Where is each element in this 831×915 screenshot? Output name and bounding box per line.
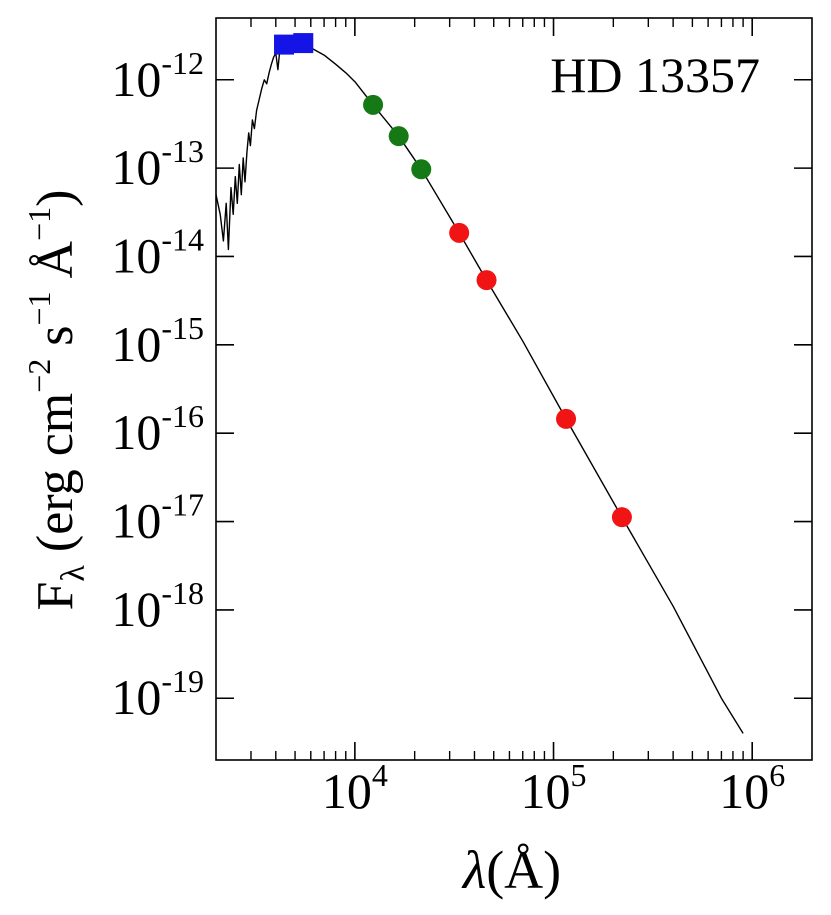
y-major-ticks xyxy=(216,78,812,700)
model-sed-curve xyxy=(216,42,744,734)
photometry-circle-point xyxy=(449,222,470,243)
x-tick-label: 105 xyxy=(521,757,587,819)
y-tick-label: 10-16 xyxy=(111,398,204,460)
photometry-circle-point xyxy=(388,126,409,147)
photometry-square-point xyxy=(293,33,314,54)
photometry-circle-point xyxy=(476,270,497,291)
y-axis-label: Fλ (erg cm−2 s−1 Å−1) xyxy=(21,189,92,610)
plot-frame xyxy=(215,17,813,761)
y-tick-label: 10-19 xyxy=(111,663,204,725)
photometry-circle-point xyxy=(556,408,577,429)
photometry-circle-point xyxy=(411,159,432,180)
x-tick-label: 106 xyxy=(719,757,785,819)
x-tick-label: 104 xyxy=(322,757,388,819)
x-major-ticks xyxy=(354,18,753,760)
y-tick-label: 10-15 xyxy=(111,310,204,372)
y-tick-label: 10-13 xyxy=(111,133,204,195)
y-tick-label: 10-14 xyxy=(111,221,204,283)
y-tick-label: 10-18 xyxy=(111,575,204,637)
y-tick-labels: 10-12 10-13 10-14 10-15 10-16 10-17 10-18 10-19 xyxy=(111,45,204,725)
x-minor-ticks xyxy=(250,18,744,760)
x-axis-label: λ(Å) xyxy=(461,840,561,900)
chart-title: HD 13357 xyxy=(550,47,760,103)
photometry-circle-point xyxy=(363,94,384,115)
photometry-circle-point xyxy=(611,507,632,528)
photometry-points xyxy=(274,33,632,528)
y-tick-label: 10-17 xyxy=(111,487,204,549)
x-tick-labels: 104 105 106 xyxy=(322,757,785,819)
y-tick-label: 10-12 xyxy=(111,45,204,107)
photometry-square-point xyxy=(274,34,295,55)
